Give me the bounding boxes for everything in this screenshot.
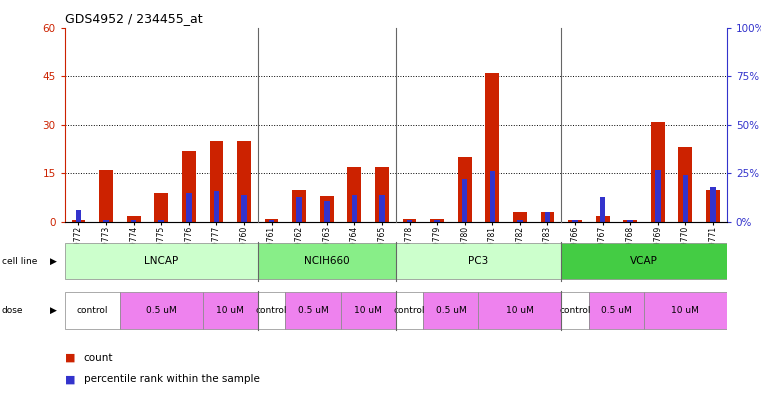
Bar: [285, 292, 341, 329]
Bar: [568, 220, 582, 222]
Bar: [489, 171, 495, 222]
Text: ▶: ▶: [50, 306, 57, 315]
Bar: [403, 219, 416, 222]
Text: 10 uM: 10 uM: [354, 306, 382, 315]
Text: 0.5 uM: 0.5 uM: [435, 306, 466, 315]
Text: ■: ■: [65, 353, 75, 363]
Text: ■: ■: [65, 374, 75, 384]
Bar: [202, 292, 258, 329]
Text: dose: dose: [2, 306, 23, 315]
Bar: [435, 220, 440, 222]
Text: cell line: cell line: [2, 257, 37, 266]
Text: PC3: PC3: [468, 256, 489, 266]
Bar: [561, 243, 727, 279]
Bar: [258, 243, 396, 279]
Bar: [683, 175, 688, 222]
Bar: [462, 179, 467, 222]
Bar: [430, 219, 444, 222]
Bar: [65, 243, 258, 279]
Bar: [258, 292, 285, 329]
Bar: [589, 292, 644, 329]
Bar: [352, 195, 357, 222]
Bar: [296, 197, 302, 222]
Bar: [379, 195, 384, 222]
Text: control: control: [256, 306, 288, 315]
Text: ▶: ▶: [50, 257, 57, 266]
Bar: [540, 212, 554, 222]
Text: GDS4952 / 234455_at: GDS4952 / 234455_at: [65, 12, 202, 25]
Bar: [186, 193, 192, 222]
Text: NCIH660: NCIH660: [304, 256, 349, 266]
Bar: [99, 170, 113, 222]
Bar: [182, 151, 196, 222]
Text: percentile rank within the sample: percentile rank within the sample: [84, 374, 260, 384]
Bar: [127, 215, 141, 222]
Bar: [486, 73, 499, 222]
Bar: [627, 220, 633, 222]
Bar: [479, 292, 561, 329]
Bar: [596, 215, 610, 222]
Bar: [600, 197, 605, 222]
Bar: [679, 147, 693, 222]
Bar: [292, 189, 306, 222]
Text: VCAP: VCAP: [630, 256, 658, 266]
Text: 10 uM: 10 uM: [506, 306, 533, 315]
Bar: [341, 292, 396, 329]
Bar: [214, 191, 219, 222]
Bar: [458, 157, 472, 222]
Bar: [154, 193, 168, 222]
Text: control: control: [393, 306, 425, 315]
Bar: [572, 220, 578, 222]
Text: 0.5 uM: 0.5 uM: [146, 306, 177, 315]
Bar: [396, 243, 561, 279]
Bar: [209, 141, 223, 222]
Bar: [131, 220, 136, 222]
Bar: [241, 195, 247, 222]
Bar: [644, 292, 727, 329]
Text: 10 uM: 10 uM: [216, 306, 244, 315]
Bar: [545, 212, 550, 222]
Bar: [72, 220, 85, 222]
Bar: [655, 169, 661, 222]
Bar: [65, 292, 119, 329]
Text: count: count: [84, 353, 113, 363]
Text: 10 uM: 10 uM: [671, 306, 699, 315]
Bar: [103, 220, 109, 222]
Bar: [158, 220, 164, 222]
Bar: [269, 220, 275, 222]
Bar: [237, 141, 251, 222]
Bar: [265, 219, 279, 222]
Bar: [76, 210, 81, 222]
Bar: [120, 292, 202, 329]
Bar: [375, 167, 389, 222]
Bar: [348, 167, 361, 222]
Bar: [651, 121, 664, 222]
Bar: [706, 189, 720, 222]
Bar: [324, 201, 330, 222]
Text: control: control: [77, 306, 108, 315]
Text: 0.5 uM: 0.5 uM: [298, 306, 328, 315]
Bar: [406, 220, 412, 222]
Text: control: control: [559, 306, 591, 315]
Bar: [561, 292, 589, 329]
Text: LNCAP: LNCAP: [144, 256, 178, 266]
Bar: [623, 220, 637, 222]
Bar: [513, 212, 527, 222]
Bar: [423, 292, 479, 329]
Bar: [517, 220, 523, 222]
Bar: [396, 292, 423, 329]
Bar: [710, 187, 715, 222]
Text: 0.5 uM: 0.5 uM: [601, 306, 632, 315]
Bar: [320, 196, 333, 222]
